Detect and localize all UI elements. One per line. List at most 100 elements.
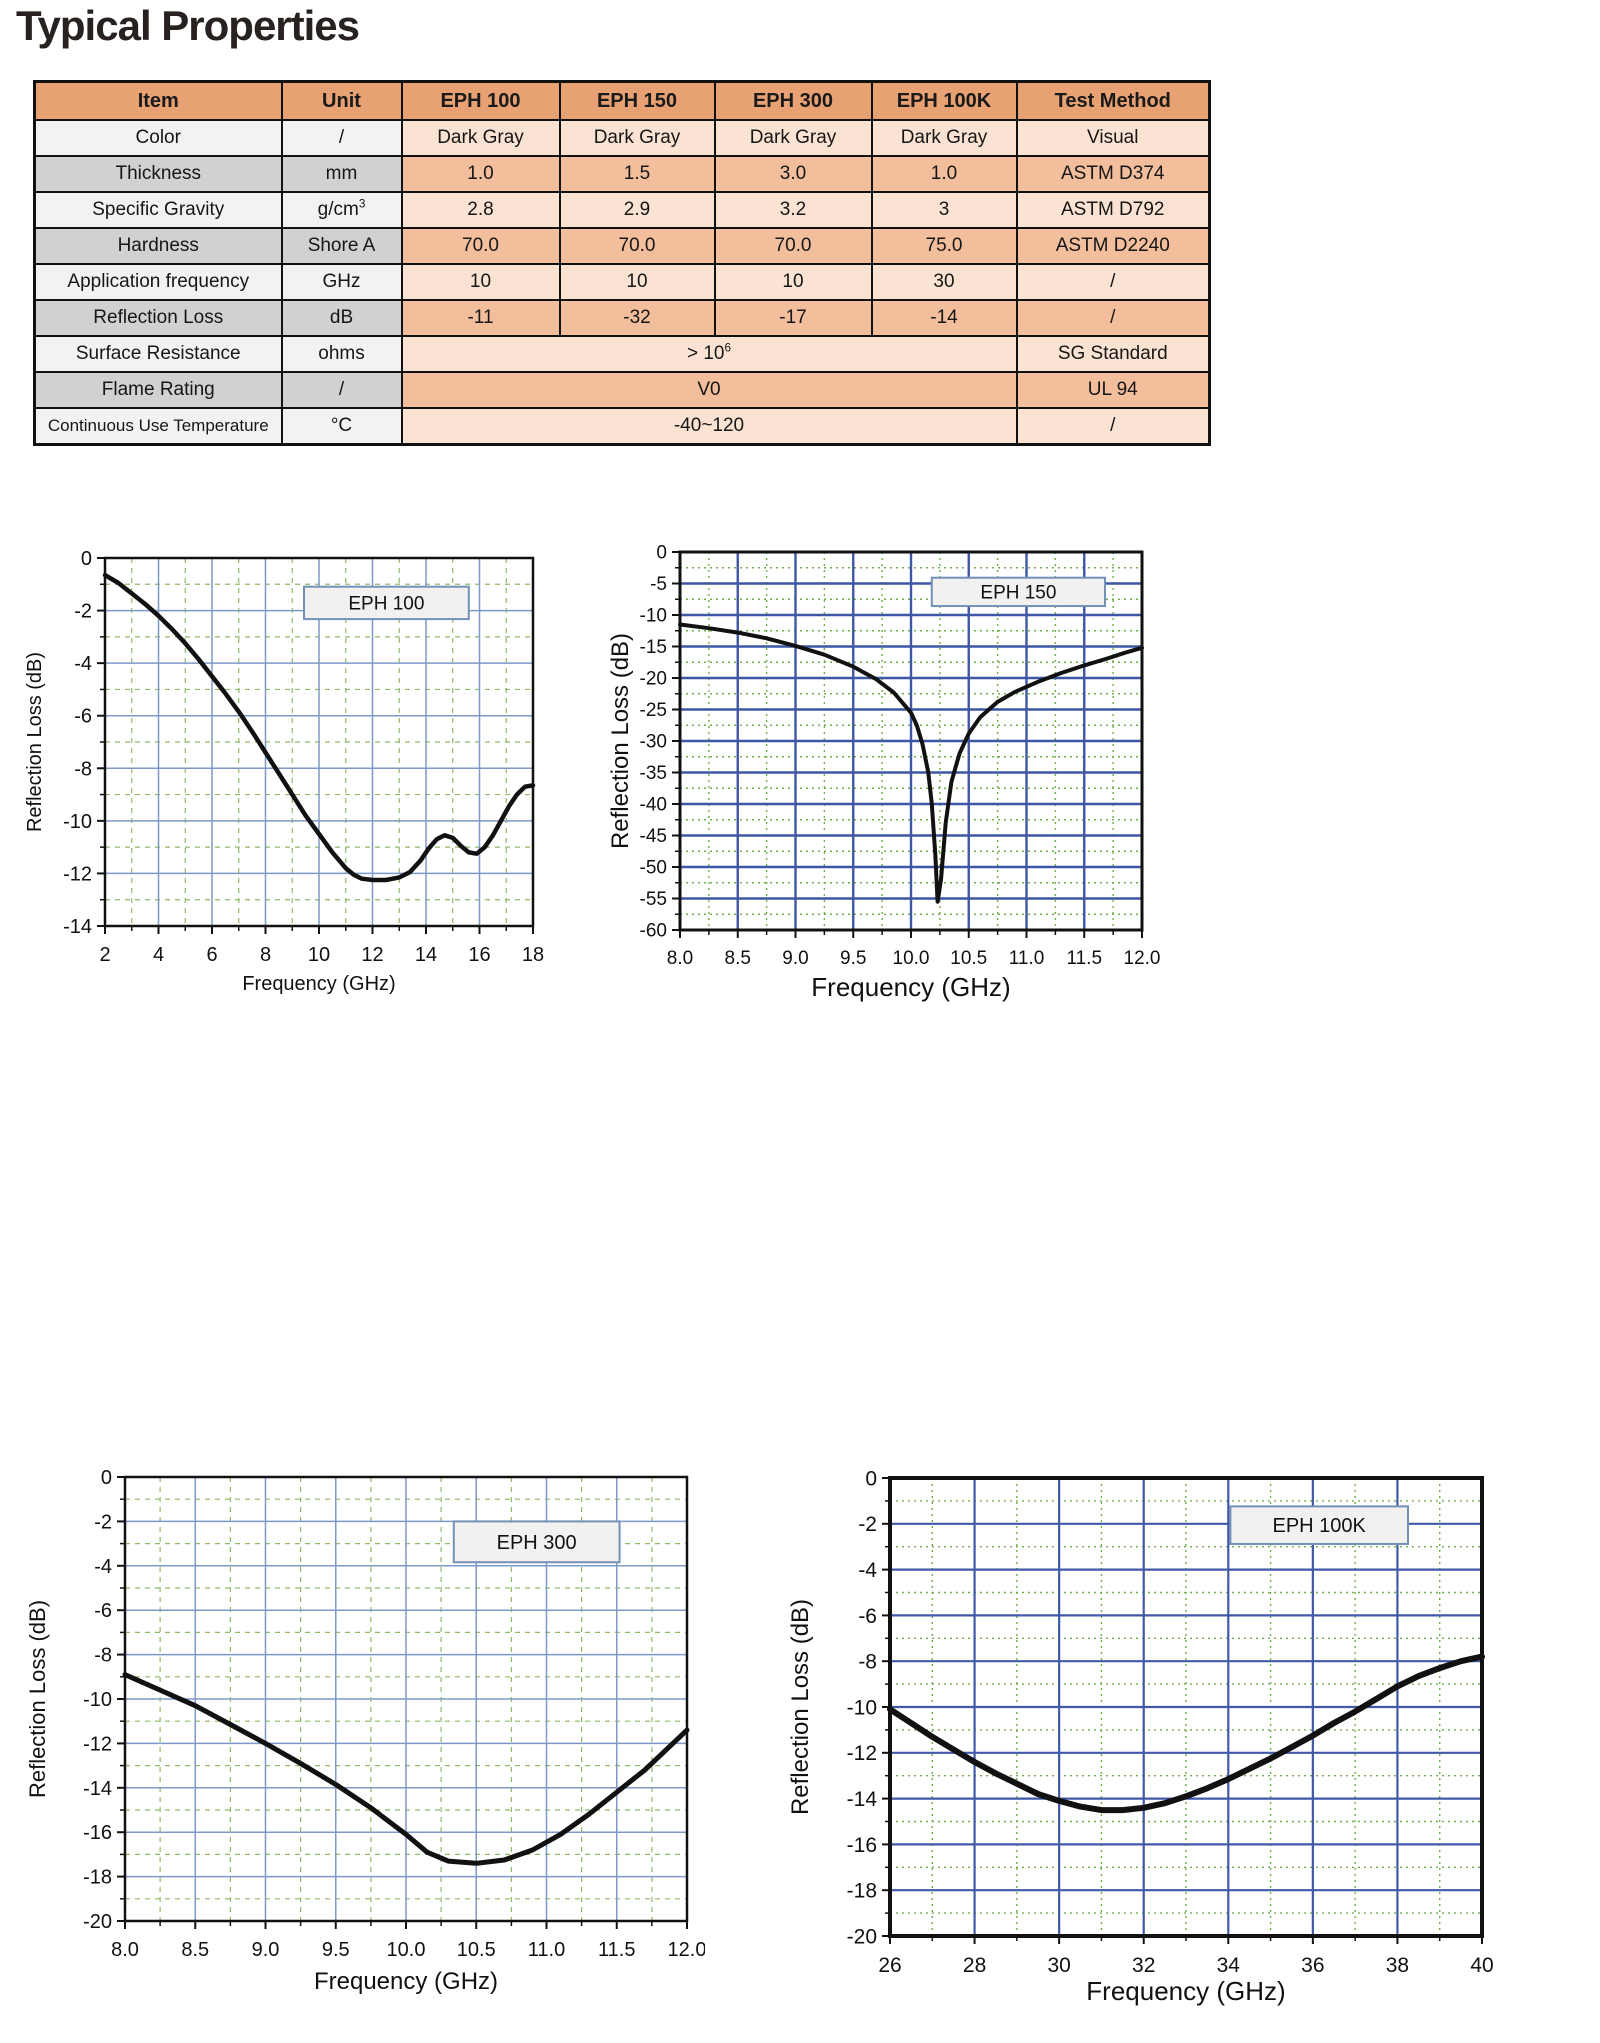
- cell-item: Flame Rating: [33, 371, 283, 409]
- x-tick-label: 10.0: [893, 948, 930, 969]
- header-cell: Item: [33, 80, 283, 121]
- y-tick-label: -12: [63, 863, 92, 885]
- y-tick-label: -8: [858, 1651, 877, 1674]
- x-tick-label: 30: [1047, 1954, 1070, 1977]
- properties-table: Item Unit EPH 100 EPH 150 EPH 300 EPH 100K Tes…: [33, 80, 1211, 446]
- legend-label: EPH 300: [497, 1532, 577, 1554]
- y-tick-label: 0: [865, 1467, 877, 1490]
- chart-eph-100k: 26 28 30 32 34 36 38 40 0 -2 -4 -6 -8 -10 -12 -14 -16 -18…: [787, 1467, 1494, 2006]
- x-tick-label: 38: [1386, 1954, 1409, 1977]
- header-cell: Unit: [280, 80, 403, 121]
- header-cell: EPH 100: [400, 80, 561, 121]
- y-tick-label: 0: [101, 1467, 112, 1489]
- cell-value: -14: [870, 299, 1018, 337]
- cell-unit: °C: [280, 407, 403, 446]
- legend-label: EPH 100: [348, 594, 424, 615]
- x-tick-label: 36: [1301, 1954, 1324, 1977]
- y-tick-label: -6: [74, 706, 92, 728]
- table-header-row: Item Unit EPH 100 EPH 150 EPH 300 EPH 100K Tes…: [33, 80, 1211, 121]
- y-tick-label: -15: [640, 637, 667, 658]
- cell-value: -32: [558, 299, 716, 337]
- cell-unit: dB: [280, 299, 403, 337]
- table-row: Thickness mm 1.0 1.5 3.0 1.0 ASTM D374: [33, 155, 1211, 193]
- cell-item: Color: [33, 119, 283, 157]
- y-tick-label: 0: [81, 548, 92, 570]
- cell-unit: /: [280, 119, 403, 157]
- y-tick-label: -6: [94, 1600, 112, 1622]
- x-tick-label: 12: [361, 944, 383, 966]
- cell-value: 70.0: [558, 227, 716, 265]
- x-axis-label: Frequency (GHz): [1086, 1976, 1285, 2006]
- page-title: Typical Properties: [16, 2, 360, 49]
- properties-table-body: Color / Dark Gray Dark Gray Dark Gray Dark Gr…: [33, 119, 1211, 446]
- legend-label: EPH 100K: [1273, 1515, 1367, 1537]
- x-axis-label: Frequency (GHz): [242, 973, 395, 995]
- cell-value: 1.5: [558, 155, 716, 193]
- x-tick-label: 11.0: [528, 1939, 565, 1961]
- table-row: Continuous Use Temperature °C -40~120/: [33, 407, 1211, 446]
- table-row: Flame Rating / V0 UL 94: [33, 371, 1211, 409]
- x-tick-label: 8.0: [111, 1939, 139, 1961]
- y-tick-label: -10: [83, 1689, 112, 1711]
- y-tick-label: -20: [847, 1925, 877, 1948]
- x-tick-label: 6: [206, 944, 217, 966]
- cell-value: 10: [558, 263, 716, 301]
- cell-value: 75.0: [870, 227, 1018, 265]
- cell-test-method: UL 94: [1015, 371, 1211, 409]
- y-tick-label: -8: [94, 1645, 112, 1667]
- y-tick-label: -2: [94, 1511, 112, 1533]
- legend-box: [930, 576, 1107, 608]
- x-tick-label: 10.5: [457, 1939, 496, 1961]
- y-tick-label: -30: [640, 732, 667, 753]
- cell-span-value: V0: [400, 371, 1018, 409]
- x-tick-label: 12.0: [668, 1939, 705, 1961]
- reflection-loss-curve: [102, 572, 536, 883]
- y-tick-label: -50: [640, 858, 667, 879]
- x-tick-label: 9.5: [840, 948, 866, 969]
- cell-test-method: Visual: [1015, 119, 1211, 157]
- cell-test-method: /: [1015, 407, 1211, 446]
- x-axis-label: Frequency (GHz): [811, 972, 1010, 1002]
- cell-value: 1.0: [870, 155, 1018, 193]
- y-tick-label: -10: [847, 1696, 877, 1719]
- y-tick-label: -12: [847, 1742, 877, 1765]
- cell-value: 10: [400, 263, 561, 301]
- x-tick-label: 2: [99, 944, 110, 966]
- cell-test-method: ASTM D2240: [1015, 227, 1211, 265]
- x-tick-label: 9.5: [322, 1939, 350, 1961]
- x-tick-label: 9.0: [782, 948, 808, 969]
- table-row: Surface Resistance ohms > 106 SG Standard: [33, 335, 1211, 373]
- x-tick-label: 32: [1132, 1954, 1155, 1977]
- x-tick-label: 14: [415, 944, 437, 966]
- y-tick-label: -18: [83, 1867, 112, 1889]
- table-row: Reflection Loss dB -11 -32 -17 -14/: [33, 299, 1211, 337]
- header-cell: EPH 150: [558, 80, 716, 121]
- y-axis-label: Reflection Loss (dB): [25, 1600, 50, 1798]
- cell-item: Reflection Loss: [33, 299, 283, 337]
- cell-item: Continuous Use Temperature: [33, 407, 283, 446]
- cell-value: 3: [870, 191, 1018, 229]
- x-tick-label: 9.0: [252, 1939, 280, 1961]
- x-tick-label: 18: [522, 944, 544, 966]
- reflection-loss-curve: [122, 1672, 690, 1866]
- y-tick-label: -45: [640, 826, 667, 847]
- y-tick-label: -20: [83, 1911, 112, 1933]
- cell-item: Hardness: [33, 227, 283, 265]
- y-tick-label: -25: [640, 700, 667, 721]
- y-tick-label: -4: [94, 1556, 112, 1578]
- reflection-loss-curve: [887, 1653, 1485, 1814]
- table-row: Specific Gravity g/cm3 2.8 2.9 3.2 3 ASTM D792: [33, 191, 1211, 229]
- x-tick-label: 10.5: [950, 948, 987, 969]
- cell-value: -17: [713, 299, 873, 337]
- table-row: Application frequency GHz 10 10 10 30/: [33, 263, 1211, 301]
- cell-unit: g/cm3: [280, 191, 403, 229]
- cell-unit: /: [280, 371, 403, 409]
- y-tick-label: -4: [858, 1559, 877, 1582]
- cell-value: 2.8: [400, 191, 561, 229]
- cell-item: Specific Gravity: [33, 191, 283, 229]
- x-tick-label: 8.5: [725, 948, 751, 969]
- cell-unit: mm: [280, 155, 403, 193]
- y-tick-label: -10: [63, 811, 92, 833]
- cell-test-method: ASTM D792: [1015, 191, 1211, 229]
